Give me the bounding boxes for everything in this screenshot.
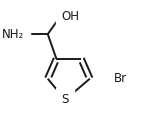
Text: Br: Br — [113, 72, 126, 85]
Text: NH₂: NH₂ — [2, 28, 24, 41]
Text: OH: OH — [61, 10, 79, 23]
Text: S: S — [61, 93, 69, 106]
